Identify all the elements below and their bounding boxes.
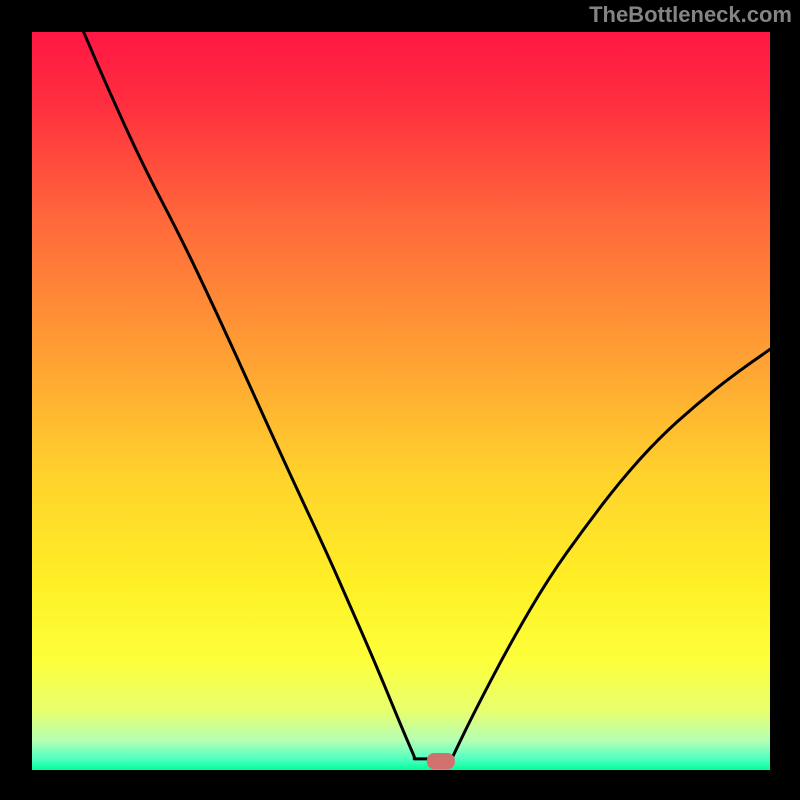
bottleneck-chart	[32, 32, 770, 770]
watermark-text: TheBottleneck.com	[589, 2, 792, 28]
chart-container: TheBottleneck.com	[0, 0, 800, 800]
gradient-background	[32, 32, 770, 770]
optimal-point-marker	[427, 753, 455, 769]
